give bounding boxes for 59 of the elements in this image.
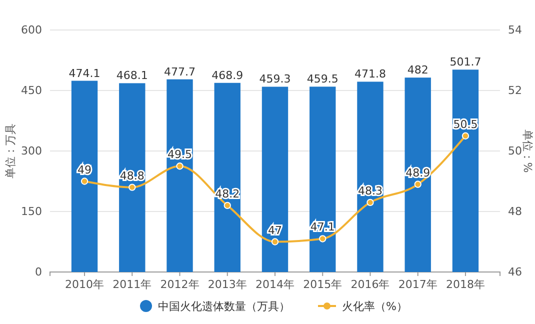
point	[271, 238, 279, 246]
point	[128, 184, 136, 191]
y-axis-title: 单位：万具	[4, 124, 17, 178]
y2-tick-label: 48	[508, 205, 522, 218]
data-label: 48.8	[120, 169, 144, 182]
data-label: 474.1	[68, 66, 100, 80]
y-tick-label: 300	[21, 144, 42, 158]
x-tick-label: 2015年	[303, 278, 342, 291]
data-label: 468.1	[116, 69, 148, 82]
data-label: 48.3	[358, 184, 382, 198]
x-tick-label: 2016年	[350, 278, 390, 291]
point	[80, 178, 88, 185]
data-label: 47.1	[310, 220, 335, 234]
data-label: 49	[78, 163, 92, 176]
point	[414, 180, 422, 188]
data-label: 482	[407, 64, 428, 77]
y-tick-label: 450	[21, 84, 42, 98]
data-label: 471.8	[354, 68, 386, 81]
data-label: 477.7	[164, 65, 196, 78]
data-label: 468.9	[212, 68, 244, 82]
y-tick-label: 0	[35, 266, 42, 279]
data-label: 47	[268, 224, 282, 237]
bar	[310, 86, 336, 272]
bar	[71, 80, 98, 272]
y2-tick-label: 50	[508, 144, 522, 158]
bar	[119, 83, 146, 272]
y-tick-label: 600	[21, 24, 42, 37]
y2-tick-label: 46	[508, 266, 522, 279]
bar	[404, 78, 431, 272]
bar	[357, 82, 384, 272]
point	[176, 162, 184, 170]
data-label: 459.3	[259, 72, 291, 86]
bar	[452, 70, 479, 272]
y2-tick-label: 52	[508, 84, 522, 98]
legend-label: 中国火化遗体数量（万具）	[158, 300, 290, 313]
bar	[214, 82, 240, 272]
x-tick-label: 2010年	[65, 278, 104, 291]
x-tick-label: 2012年	[160, 278, 200, 291]
point	[319, 235, 326, 242]
x-tick-label: 2017年	[398, 278, 438, 291]
point	[462, 132, 470, 140]
data-label: 459.5	[306, 72, 338, 86]
point	[224, 202, 231, 210]
x-tick-label: 2014年	[256, 278, 294, 291]
data-label: 49.5	[168, 148, 192, 162]
bar	[166, 79, 193, 272]
legend-label: 火化率（%）	[342, 300, 408, 313]
data-label: 50.5	[453, 118, 478, 131]
point	[366, 198, 374, 206]
data-label: 48.2	[215, 187, 240, 200]
x-tick-label: 2011年	[112, 278, 152, 291]
y2-tick-label: 54	[508, 24, 522, 37]
data-label: 48.9	[406, 166, 430, 180]
data-label: 501.7	[450, 56, 482, 69]
y2-axis-title: 单位：%	[521, 129, 534, 173]
bar	[262, 86, 288, 272]
x-tick-label: 2018年	[446, 278, 485, 291]
x-tick-label: 2013年	[208, 278, 247, 291]
y-tick-label: 150	[21, 205, 42, 218]
